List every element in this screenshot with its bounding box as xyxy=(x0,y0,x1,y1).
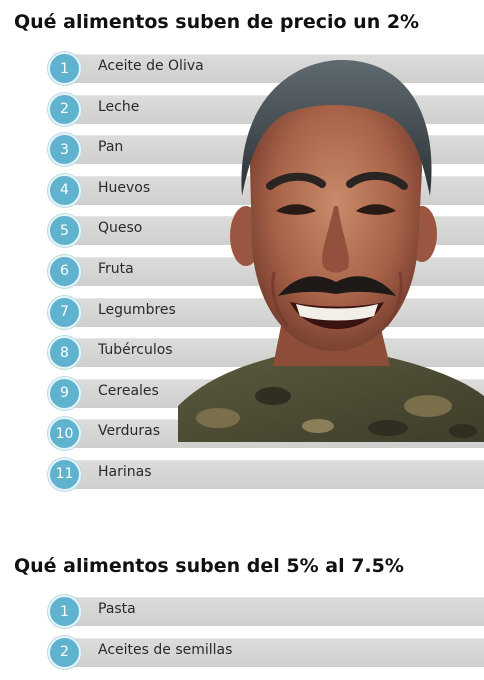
rank-badge: 2 xyxy=(48,635,81,669)
food-label: Harinas xyxy=(98,463,152,480)
food-label: Pan xyxy=(98,139,124,156)
smiling-man-photo xyxy=(178,46,484,442)
rank-badge: 9 xyxy=(48,376,81,410)
food-label: Queso xyxy=(98,220,143,237)
list-item-bar xyxy=(62,597,484,626)
list-item: 2 Aceites de semillas xyxy=(0,634,484,675)
food-label: Aceites de semillas xyxy=(98,641,233,658)
food-label: Huevos xyxy=(98,179,151,196)
rank-badge: 7 xyxy=(48,295,81,329)
section-title-2-percent: Qué alimentos suben de precio un 2% xyxy=(14,11,420,33)
rank-badge: 3 xyxy=(48,133,81,167)
list-item-bar xyxy=(62,637,484,667)
rank-badge: 6 xyxy=(48,254,81,288)
rank-badge: 1 xyxy=(48,595,81,628)
food-label: Legumbres xyxy=(98,301,176,318)
rank-badge: 5 xyxy=(48,214,81,248)
list-item: 1 Aceite de Oliva xyxy=(0,50,484,91)
rank-badge: 2 xyxy=(48,92,81,126)
list-item-bar xyxy=(62,54,484,83)
section-title-5-to-7-5-percent: Qué alimentos suben del 5% al 7.5% xyxy=(14,555,404,577)
food-label: Tubérculos xyxy=(98,342,173,359)
rank-badge: 4 xyxy=(48,173,81,207)
food-label: Leche xyxy=(98,98,140,115)
rank-badge: 1 xyxy=(48,52,81,85)
list-item: 11 Harinas xyxy=(0,456,484,497)
food-label: Fruta xyxy=(98,260,134,277)
rank-badge: 8 xyxy=(48,336,81,370)
list-item: 1 Pasta xyxy=(0,593,484,634)
food-label: Verduras xyxy=(98,423,161,440)
list-item-bar xyxy=(62,459,484,489)
food-label: Cereales xyxy=(98,382,159,399)
food-label: Pasta xyxy=(98,601,136,617)
price-list-5-to-7-5-percent: 1 Pasta 2 Aceites de semillas xyxy=(0,593,484,674)
rank-badge: 10 xyxy=(48,417,81,451)
food-label: Aceite de Oliva xyxy=(98,58,204,74)
rank-badge: 11 xyxy=(48,457,81,491)
